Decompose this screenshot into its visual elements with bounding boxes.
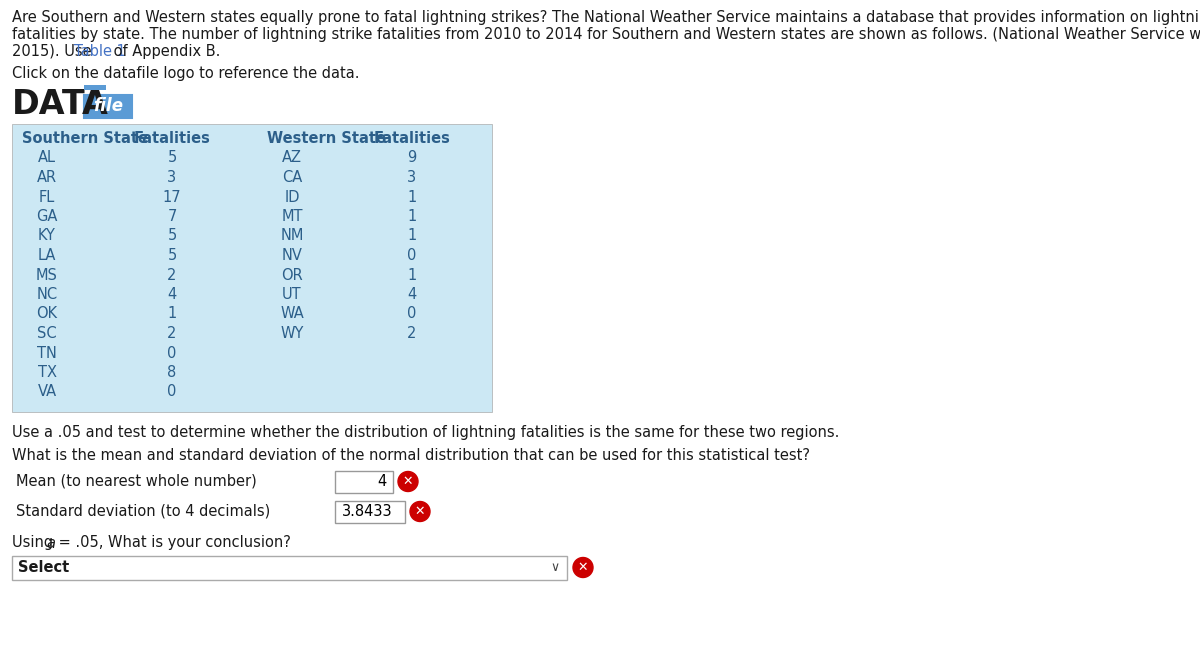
Text: 1: 1 — [407, 229, 416, 243]
Text: KY: KY — [38, 229, 56, 243]
Text: LA: LA — [38, 248, 56, 263]
Text: 5: 5 — [167, 248, 176, 263]
Text: Are Southern and Western states equally prone to fatal lightning strikes? The Na: Are Southern and Western states equally … — [12, 10, 1200, 25]
Text: Table 1: Table 1 — [74, 44, 126, 59]
Text: Western State: Western State — [266, 131, 386, 146]
Text: AR: AR — [37, 170, 58, 185]
FancyBboxPatch shape — [84, 95, 132, 118]
Text: ✕: ✕ — [577, 561, 588, 574]
Text: WY: WY — [281, 326, 304, 341]
Text: Click on the datafile logo to reference the data.: Click on the datafile logo to reference … — [12, 66, 360, 81]
Text: 2: 2 — [407, 326, 416, 341]
Text: 5: 5 — [167, 229, 176, 243]
Text: 0: 0 — [407, 307, 416, 321]
Text: ✕: ✕ — [403, 475, 413, 488]
Text: TN: TN — [37, 346, 56, 360]
Text: 1: 1 — [167, 307, 176, 321]
Text: AZ: AZ — [282, 151, 302, 165]
Text: 2: 2 — [167, 267, 176, 283]
Text: What is the mean and standard deviation of the normal distribution that can be u: What is the mean and standard deviation … — [12, 448, 810, 462]
Text: MT: MT — [281, 209, 302, 224]
FancyBboxPatch shape — [12, 556, 568, 580]
Text: 4: 4 — [378, 474, 386, 489]
Text: Mean (to nearest whole number): Mean (to nearest whole number) — [16, 474, 257, 488]
Text: = .05, What is your conclusion?: = .05, What is your conclusion? — [54, 536, 290, 550]
Text: WA: WA — [280, 307, 304, 321]
Text: a: a — [46, 536, 55, 550]
Circle shape — [410, 502, 430, 522]
Text: ✕: ✕ — [415, 505, 425, 518]
FancyBboxPatch shape — [335, 470, 394, 492]
Text: 17: 17 — [163, 189, 181, 205]
Text: fatalities by state. The number of lightning strike fatalities from 2010 to 2014: fatalities by state. The number of light… — [12, 27, 1200, 42]
Text: OR: OR — [281, 267, 302, 283]
Text: NV: NV — [282, 248, 302, 263]
Text: GA: GA — [36, 209, 58, 224]
Text: 7: 7 — [167, 209, 176, 224]
Text: 4: 4 — [167, 287, 176, 302]
FancyBboxPatch shape — [335, 500, 406, 522]
Text: OK: OK — [36, 307, 58, 321]
Text: file: file — [94, 97, 124, 115]
FancyBboxPatch shape — [12, 124, 492, 412]
Text: SC: SC — [37, 326, 56, 341]
Text: 0: 0 — [407, 248, 416, 263]
Text: Using: Using — [12, 536, 58, 550]
Text: 2: 2 — [167, 326, 176, 341]
Text: NC: NC — [36, 287, 58, 302]
Text: TX: TX — [37, 365, 56, 380]
Text: Southern State: Southern State — [22, 131, 148, 146]
Circle shape — [574, 558, 593, 578]
Text: Use a .05 and test to determine whether the distribution of lightning fatalities: Use a .05 and test to determine whether … — [12, 426, 839, 440]
Text: ∨: ∨ — [551, 561, 559, 574]
Text: Fatalities: Fatalities — [373, 131, 450, 146]
Text: 2015). Use: 2015). Use — [12, 44, 96, 59]
FancyBboxPatch shape — [84, 85, 106, 90]
Text: 0: 0 — [167, 384, 176, 400]
Text: 9: 9 — [407, 151, 416, 165]
Text: 3: 3 — [168, 170, 176, 185]
Text: 1: 1 — [407, 209, 416, 224]
Text: 0: 0 — [167, 346, 176, 360]
Text: Standard deviation (to 4 decimals): Standard deviation (to 4 decimals) — [16, 504, 270, 518]
Text: 1: 1 — [407, 189, 416, 205]
Text: 5: 5 — [167, 151, 176, 165]
Text: Fatalities: Fatalities — [133, 131, 210, 146]
Text: of Appendix B.: of Appendix B. — [109, 44, 221, 59]
Text: AL: AL — [38, 151, 56, 165]
Text: 3.8433: 3.8433 — [342, 504, 392, 519]
Text: 8: 8 — [167, 365, 176, 380]
Text: CA: CA — [282, 170, 302, 185]
Text: MS: MS — [36, 267, 58, 283]
Text: 4: 4 — [407, 287, 416, 302]
Text: FL: FL — [38, 189, 55, 205]
Text: VA: VA — [37, 384, 56, 400]
Text: NM: NM — [281, 229, 304, 243]
Text: DATA: DATA — [12, 88, 109, 121]
Text: ID: ID — [284, 189, 300, 205]
Circle shape — [398, 472, 418, 492]
Text: UT: UT — [282, 287, 302, 302]
Text: Select: Select — [18, 560, 70, 575]
Text: 1: 1 — [407, 267, 416, 283]
Text: 3: 3 — [408, 170, 416, 185]
